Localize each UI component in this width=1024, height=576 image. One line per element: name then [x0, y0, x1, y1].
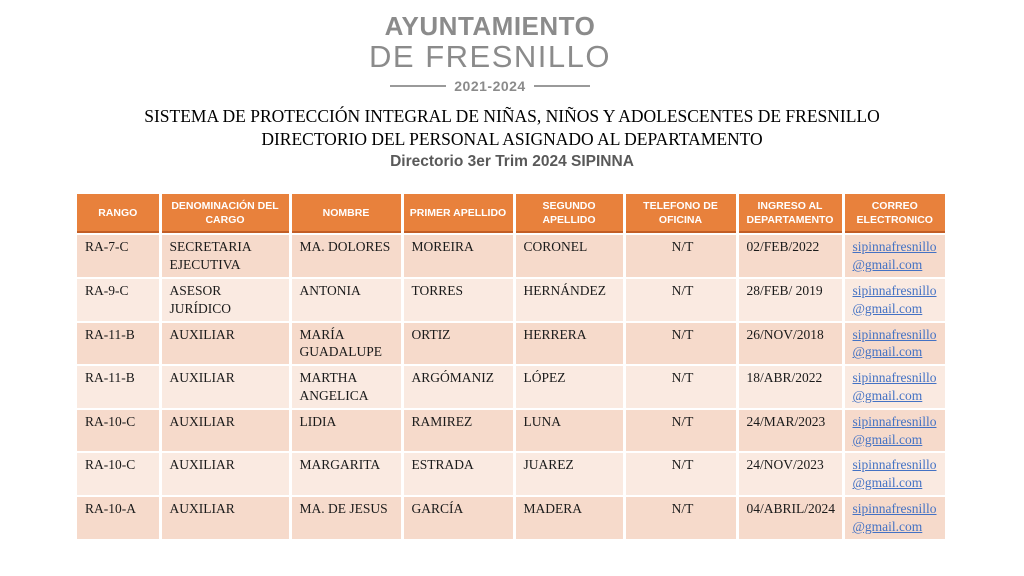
cell-segundo-apellido: JUAREZ: [514, 451, 626, 497]
table-header-row: RANGO DENOMINACIÓN DEL CARGO NOMBRE PRIMER …: [77, 194, 945, 235]
cell-correo: sipinnafresnillo @gmail.com: [843, 320, 945, 366]
cell-ingreso: 02/FEB/2022: [737, 233, 845, 278]
cell-rango: RA-11-B: [77, 320, 162, 366]
cell-segundo-apellido: CORONEL: [514, 233, 626, 278]
cell-segundo-apellido: HERNÁNDEZ: [514, 276, 626, 322]
email-link[interactable]: sipinnafresnillo @gmail.com: [852, 239, 937, 273]
col-header-ingreso: INGRESO AL DEPARTAMENTO: [737, 194, 845, 235]
logo-years-text: 2021-2024: [454, 77, 526, 94]
table-row: RA-10-C AUXILIAR LIDIA RAMIREZ LUNA N/T 24/MAR…: [77, 407, 945, 453]
table-row: RA-11-B AUXILIAR MARÍA GUADALUPE ORTIZ HERRE…: [77, 320, 945, 366]
cell-rango: RA-7-C: [77, 233, 162, 278]
cell-correo: sipinnafresnillo @gmail.com: [843, 233, 945, 278]
email-link[interactable]: sipinnafresnillo @gmail.com: [852, 282, 937, 316]
table-row: RA-7-C SECRETARIA EJECUTIVA MA. DOLORES MOR…: [77, 233, 945, 278]
cell-segundo-apellido: LÓPEZ: [514, 364, 626, 409]
cell-segundo-apellido: HERRERA: [514, 320, 626, 366]
cell-nombre: MARGARITA: [290, 451, 404, 497]
cell-ingreso: 04/ABRIL/2024: [737, 495, 845, 539]
col-header-nombre: NOMBRE: [290, 194, 404, 235]
cell-denominacion: SECRETARIA EJECUTIVA: [160, 233, 292, 278]
cell-correo: sipinnafresnillo @gmail.com: [843, 451, 945, 497]
logo-years-row: 2021-2024: [369, 78, 611, 94]
title-line-1: SISTEMA DE PROTECCIÓN INTEGRAL DE NIÑAS,…: [144, 105, 880, 126]
personnel-table-body: RA-7-C SECRETARIA EJECUTIVA MA. DOLORES MOR…: [77, 233, 945, 539]
table-row: RA-10-C AUXILIAR MARGARITA ESTRADA JUAREZ N/T…: [77, 451, 945, 497]
cell-nombre: LIDIA: [290, 407, 404, 453]
cell-denominacion: AUXILIAR: [160, 451, 292, 497]
cell-rango: RA-9-C: [77, 276, 162, 322]
cell-segundo-apellido: MADERA: [514, 495, 626, 539]
cell-rango: RA-10-A: [77, 495, 162, 539]
cell-telefono: N/T: [624, 276, 739, 322]
cell-primer-apellido: ESTRADA: [402, 451, 516, 497]
directory-table-container: RANGO DENOMINACIÓN DEL CARGO NOMBRE PRIMER …: [77, 194, 1024, 539]
cell-nombre: MARTHA ANGELICA: [290, 364, 404, 409]
cell-ingreso: 24/NOV/2023: [737, 451, 845, 497]
cell-rango: RA-11-B: [77, 364, 162, 409]
cell-correo: sipinnafresnillo @gmail.com: [843, 407, 945, 453]
title-line-2: DIRECTORIO DEL PERSONAL ASIGNADO AL DEPA…: [261, 128, 763, 149]
title-line-3: Directorio 3er Trim 2024 SIPINNA: [390, 153, 634, 171]
cell-rango: RA-10-C: [77, 407, 162, 453]
cell-segundo-apellido: LUNA: [514, 407, 626, 453]
cell-telefono: N/T: [624, 320, 739, 366]
cell-ingreso: 26/NOV/2018: [737, 320, 845, 366]
cell-correo: sipinnafresnillo @gmail.com: [843, 495, 945, 539]
document-titles: SISTEMA DE PROTECCIÓN INTEGRAL DE NIÑAS,…: [0, 105, 1024, 172]
table-row: RA-10-A AUXILIAR MA. DE JESUS GARCÍA MADERA N…: [77, 495, 945, 539]
col-header-segundo-apellido: SEGUNDO APELLIDO: [514, 194, 626, 235]
logo-ayuntamiento-text: AYUNTAMIENTO: [384, 11, 596, 41]
cell-nombre: MA. DOLORES: [290, 233, 404, 278]
cell-denominacion: AUXILIAR: [160, 320, 292, 366]
logo-left-rule: [390, 84, 447, 87]
col-header-telefono: TELEFONO DE OFICINA: [624, 194, 739, 235]
cell-primer-apellido: MOREIRA: [402, 233, 516, 278]
cell-telefono: N/T: [624, 364, 739, 409]
cell-correo: sipinnafresnillo @gmail.com: [843, 276, 945, 322]
col-header-correo: CORREO ELECTRONICO: [843, 194, 945, 235]
cell-denominacion: AUXILIAR: [160, 407, 292, 453]
city-logo: AYUNTAMIENTO DE FRESNILLO 2021-2024: [0, 0, 1024, 94]
cell-ingreso: 28/FEB/ 2019: [737, 276, 845, 322]
table-row: RA-11-B AUXILIAR MARTHA ANGELICA ARGÓMANIZ L…: [77, 364, 945, 409]
email-link[interactable]: sipinnafresnillo @gmail.com: [852, 326, 937, 360]
cell-denominacion: ASESOR JURÍDICO: [160, 276, 292, 322]
logo-de-fresnillo-text: DE FRESNILLO: [369, 39, 611, 75]
personnel-directory-table: RANGO DENOMINACIÓN DEL CARGO NOMBRE PRIMER …: [77, 194, 945, 539]
cell-denominacion: AUXILIAR: [160, 364, 292, 409]
col-header-primer-apellido: PRIMER APELLIDO: [402, 194, 516, 235]
logo-right-rule: [533, 84, 590, 87]
col-header-denominacion: DENOMINACIÓN DEL CARGO: [160, 194, 292, 235]
cell-nombre: ANTONIA: [290, 276, 404, 322]
cell-denominacion: AUXILIAR: [160, 495, 292, 539]
cell-primer-apellido: GARCÍA: [402, 495, 516, 539]
cell-telefono: N/T: [624, 233, 739, 278]
cell-nombre: MA. DE JESUS: [290, 495, 404, 539]
email-link[interactable]: sipinnafresnillo @gmail.com: [852, 501, 937, 534]
email-link[interactable]: sipinnafresnillo @gmail.com: [852, 370, 937, 404]
table-row: RA-9-C ASESOR JURÍDICO ANTONIA TORRES HERNÁN…: [77, 276, 945, 322]
cell-rango: RA-10-C: [77, 451, 162, 497]
cell-nombre: MARÍA GUADALUPE: [290, 320, 404, 366]
cell-primer-apellido: RAMIREZ: [402, 407, 516, 453]
cell-ingreso: 18/ABR/2022: [737, 364, 845, 409]
cell-primer-apellido: TORRES: [402, 276, 516, 322]
cell-ingreso: 24/MAR/2023: [737, 407, 845, 453]
col-header-rango: RANGO: [77, 194, 162, 235]
cell-primer-apellido: ARGÓMANIZ: [402, 364, 516, 409]
cell-correo: sipinnafresnillo @gmail.com: [843, 364, 945, 409]
email-link[interactable]: sipinnafresnillo @gmail.com: [852, 413, 937, 447]
cell-primer-apellido: ORTIZ: [402, 320, 516, 366]
cell-telefono: N/T: [624, 407, 739, 453]
email-link[interactable]: sipinnafresnillo @gmail.com: [852, 457, 937, 491]
cell-telefono: N/T: [624, 495, 739, 539]
cell-telefono: N/T: [624, 451, 739, 497]
